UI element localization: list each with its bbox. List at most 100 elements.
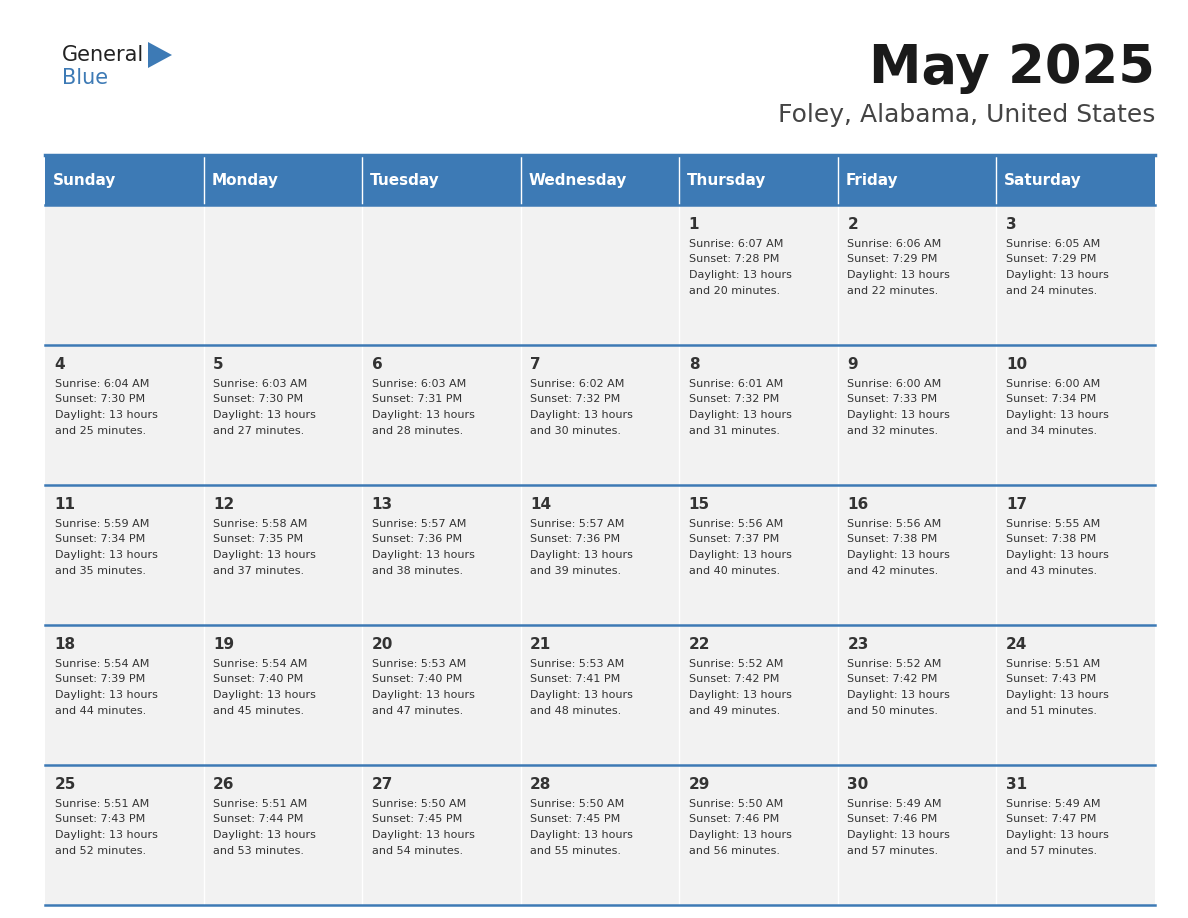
Text: Sunrise: 6:01 AM: Sunrise: 6:01 AM — [689, 379, 783, 389]
Text: and 27 minutes.: and 27 minutes. — [213, 426, 304, 435]
Text: and 42 minutes.: and 42 minutes. — [847, 565, 939, 576]
Text: Sunrise: 5:59 AM: Sunrise: 5:59 AM — [55, 519, 148, 529]
Text: and 48 minutes.: and 48 minutes. — [530, 706, 621, 715]
Text: Sunset: 7:34 PM: Sunset: 7:34 PM — [1006, 395, 1097, 405]
Text: Daylight: 13 hours: Daylight: 13 hours — [372, 690, 474, 700]
Bar — [203, 205, 362, 345]
Text: 12: 12 — [213, 497, 234, 512]
Bar — [203, 625, 362, 765]
Text: Sunrise: 5:56 AM: Sunrise: 5:56 AM — [689, 519, 783, 529]
Text: 7: 7 — [530, 357, 541, 372]
Text: Sunset: 7:38 PM: Sunset: 7:38 PM — [847, 534, 937, 544]
Text: Sunrise: 5:57 AM: Sunrise: 5:57 AM — [530, 519, 625, 529]
Text: Sunset: 7:41 PM: Sunset: 7:41 PM — [530, 675, 620, 685]
Text: Sunset: 7:47 PM: Sunset: 7:47 PM — [1006, 814, 1097, 824]
Text: Sunrise: 5:55 AM: Sunrise: 5:55 AM — [1006, 519, 1100, 529]
Text: Daylight: 13 hours: Daylight: 13 hours — [847, 550, 950, 560]
Bar — [838, 765, 997, 905]
Text: Sunrise: 6:02 AM: Sunrise: 6:02 AM — [530, 379, 625, 389]
Bar — [997, 765, 1155, 905]
Text: Sunset: 7:29 PM: Sunset: 7:29 PM — [847, 254, 937, 264]
Text: Sunrise: 5:53 AM: Sunrise: 5:53 AM — [372, 659, 466, 669]
Text: Saturday: Saturday — [1004, 173, 1082, 187]
Text: 4: 4 — [55, 357, 65, 372]
Text: Sunrise: 5:49 AM: Sunrise: 5:49 AM — [1006, 799, 1100, 809]
Text: Sunrise: 5:50 AM: Sunrise: 5:50 AM — [689, 799, 783, 809]
Text: Sunrise: 5:50 AM: Sunrise: 5:50 AM — [530, 799, 625, 809]
Bar — [997, 625, 1155, 765]
Text: Sunset: 7:36 PM: Sunset: 7:36 PM — [530, 534, 620, 544]
Bar — [997, 205, 1155, 345]
Text: Daylight: 13 hours: Daylight: 13 hours — [213, 830, 316, 840]
Text: Sunset: 7:33 PM: Sunset: 7:33 PM — [847, 395, 937, 405]
Bar — [520, 625, 680, 765]
Text: and 24 minutes.: and 24 minutes. — [1006, 285, 1098, 296]
Polygon shape — [148, 42, 172, 68]
Text: and 55 minutes.: and 55 minutes. — [530, 845, 621, 856]
Text: 30: 30 — [847, 777, 868, 792]
Text: Sunrise: 6:05 AM: Sunrise: 6:05 AM — [1006, 239, 1100, 249]
Bar — [362, 345, 520, 485]
Bar — [838, 205, 997, 345]
Text: Sunset: 7:28 PM: Sunset: 7:28 PM — [689, 254, 779, 264]
Text: Daylight: 13 hours: Daylight: 13 hours — [847, 410, 950, 420]
Text: 11: 11 — [55, 497, 76, 512]
Text: and 57 minutes.: and 57 minutes. — [1006, 845, 1097, 856]
Text: Sunset: 7:44 PM: Sunset: 7:44 PM — [213, 814, 303, 824]
Text: and 39 minutes.: and 39 minutes. — [530, 565, 621, 576]
Text: 6: 6 — [372, 357, 383, 372]
Text: 21: 21 — [530, 637, 551, 652]
Text: 13: 13 — [372, 497, 393, 512]
Text: and 43 minutes.: and 43 minutes. — [1006, 565, 1097, 576]
Bar — [45, 765, 203, 905]
Text: General: General — [62, 45, 144, 65]
Text: Daylight: 13 hours: Daylight: 13 hours — [213, 690, 316, 700]
Text: Daylight: 13 hours: Daylight: 13 hours — [372, 830, 474, 840]
Text: Sunset: 7:30 PM: Sunset: 7:30 PM — [55, 395, 145, 405]
Text: Sunrise: 5:54 AM: Sunrise: 5:54 AM — [213, 659, 308, 669]
Text: Wednesday: Wednesday — [529, 173, 627, 187]
Text: 19: 19 — [213, 637, 234, 652]
Text: Sunset: 7:29 PM: Sunset: 7:29 PM — [1006, 254, 1097, 264]
Text: Sunset: 7:46 PM: Sunset: 7:46 PM — [689, 814, 779, 824]
Bar — [520, 205, 680, 345]
Text: Sunrise: 5:51 AM: Sunrise: 5:51 AM — [213, 799, 308, 809]
Bar — [520, 345, 680, 485]
Text: and 37 minutes.: and 37 minutes. — [213, 565, 304, 576]
Text: May 2025: May 2025 — [870, 42, 1155, 94]
Bar — [203, 155, 362, 205]
Text: Sunset: 7:43 PM: Sunset: 7:43 PM — [1006, 675, 1097, 685]
Text: Sunset: 7:43 PM: Sunset: 7:43 PM — [55, 814, 145, 824]
Text: Daylight: 13 hours: Daylight: 13 hours — [847, 270, 950, 280]
Text: and 49 minutes.: and 49 minutes. — [689, 706, 781, 715]
Bar — [45, 155, 203, 205]
Text: Sunrise: 6:00 AM: Sunrise: 6:00 AM — [847, 379, 942, 389]
Text: Sunrise: 5:58 AM: Sunrise: 5:58 AM — [213, 519, 308, 529]
Bar — [838, 625, 997, 765]
Text: Sunset: 7:31 PM: Sunset: 7:31 PM — [372, 395, 462, 405]
Text: and 31 minutes.: and 31 minutes. — [689, 426, 779, 435]
Bar — [362, 485, 520, 625]
Text: Sunrise: 5:49 AM: Sunrise: 5:49 AM — [847, 799, 942, 809]
Text: Daylight: 13 hours: Daylight: 13 hours — [213, 550, 316, 560]
Text: and 53 minutes.: and 53 minutes. — [213, 845, 304, 856]
Text: Daylight: 13 hours: Daylight: 13 hours — [55, 410, 157, 420]
Text: and 30 minutes.: and 30 minutes. — [530, 426, 621, 435]
Text: 3: 3 — [1006, 217, 1017, 232]
Text: 9: 9 — [847, 357, 858, 372]
Text: and 44 minutes.: and 44 minutes. — [55, 706, 146, 715]
Text: Sunrise: 5:57 AM: Sunrise: 5:57 AM — [372, 519, 466, 529]
Text: 16: 16 — [847, 497, 868, 512]
Text: Sunset: 7:46 PM: Sunset: 7:46 PM — [847, 814, 937, 824]
Bar — [203, 765, 362, 905]
Text: 28: 28 — [530, 777, 551, 792]
Text: Daylight: 13 hours: Daylight: 13 hours — [1006, 410, 1108, 420]
Bar — [45, 345, 203, 485]
Text: Daylight: 13 hours: Daylight: 13 hours — [689, 410, 791, 420]
Text: Sunset: 7:30 PM: Sunset: 7:30 PM — [213, 395, 303, 405]
Text: Daylight: 13 hours: Daylight: 13 hours — [530, 830, 633, 840]
Text: and 52 minutes.: and 52 minutes. — [55, 845, 146, 856]
Text: Sunrise: 5:51 AM: Sunrise: 5:51 AM — [1006, 659, 1100, 669]
Text: Sunset: 7:35 PM: Sunset: 7:35 PM — [213, 534, 303, 544]
Text: Daylight: 13 hours: Daylight: 13 hours — [847, 830, 950, 840]
